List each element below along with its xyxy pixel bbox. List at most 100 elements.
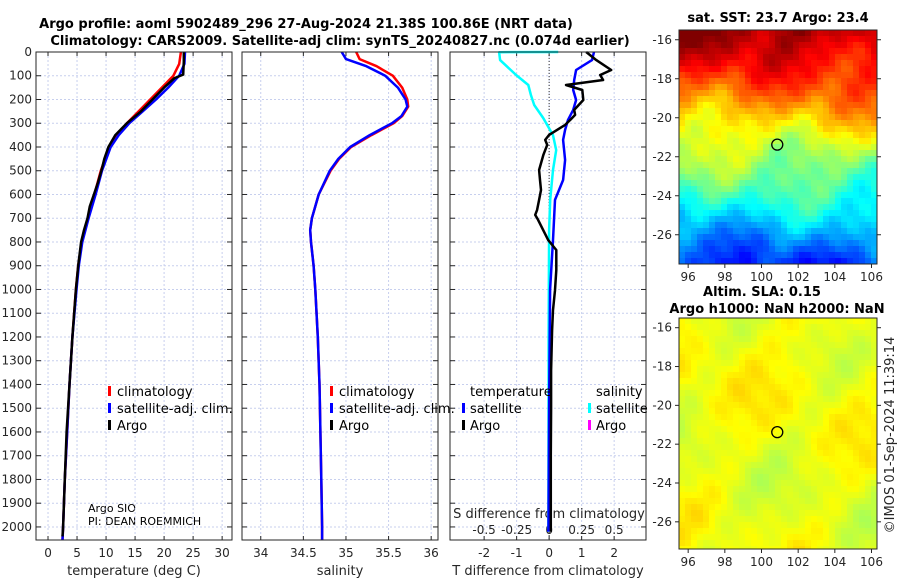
heatmap-cell: [871, 120, 877, 126]
heatmap-cell: [685, 456, 691, 462]
heatmap-cell: [799, 438, 805, 444]
heatmap-cell: [715, 138, 721, 144]
heatmap-cell: [787, 162, 793, 168]
heatmap-cell: [859, 330, 865, 336]
heatmap-cell: [733, 144, 739, 150]
heatmap-cell: [703, 246, 709, 252]
heatmap-cell: [781, 468, 787, 474]
heatmap-cell: [769, 48, 775, 54]
heatmap-cell: [817, 354, 823, 360]
heatmap-cell: [799, 204, 805, 210]
heatmap-cell: [835, 456, 841, 462]
heatmap-cell: [721, 492, 727, 498]
heatmap-cell: [745, 444, 751, 450]
heatmap-cell: [799, 510, 805, 516]
heatmap-cell: [865, 372, 871, 378]
heatmap-cell: [865, 330, 871, 336]
heatmap-cell: [811, 102, 817, 108]
heatmap-cell: [721, 444, 727, 450]
heatmap-cell: [853, 384, 859, 390]
legend-title-temperature: temperature: [470, 385, 552, 400]
heatmap-cell: [859, 258, 865, 264]
heatmap-cell: [763, 360, 769, 366]
heatmap-cell: [721, 408, 727, 414]
heatmap-cell: [787, 504, 793, 510]
heatmap-cell: [847, 174, 853, 180]
heatmap-cell: [769, 414, 775, 420]
heatmap-cell: [691, 420, 697, 426]
heatmap-cell: [817, 258, 823, 264]
heatmap-cell: [853, 468, 859, 474]
heatmap-cell: [847, 384, 853, 390]
heatmap-cell: [679, 180, 685, 186]
heatmap-cell: [715, 534, 721, 540]
heatmap-cell: [841, 528, 847, 534]
heatmap-cell: [859, 222, 865, 228]
heatmap-cell: [727, 84, 733, 90]
heatmap-cell: [709, 498, 715, 504]
heatmap-cell: [805, 348, 811, 354]
heatmap-cell: [829, 228, 835, 234]
heatmap-cell: [799, 48, 805, 54]
heatmap-cell: [769, 186, 775, 192]
heatmap-cell: [775, 198, 781, 204]
heatmap-cell: [775, 498, 781, 504]
heatmap-cell: [691, 234, 697, 240]
heatmap-cell: [835, 258, 841, 264]
heatmap-cell: [781, 528, 787, 534]
heatmap-cell: [853, 534, 859, 540]
heatmap-cell: [757, 36, 763, 42]
heatmap-cell: [865, 138, 871, 144]
heatmap-cell: [823, 132, 829, 138]
heatmap-cell: [697, 318, 703, 324]
lon-tick-label: 104: [823, 270, 846, 284]
heatmap-cell: [805, 204, 811, 210]
heatmap-cell: [811, 408, 817, 414]
heatmap-cell: [697, 468, 703, 474]
heatmap-cell: [793, 336, 799, 342]
heatmap-cell: [871, 474, 877, 480]
series-line-climatology: [61, 51, 183, 541]
heatmap-cell: [793, 54, 799, 60]
heatmap-cell: [685, 348, 691, 354]
heatmap-cell: [727, 432, 733, 438]
legend-label: Argo: [470, 419, 500, 434]
heatmap-cell: [697, 156, 703, 162]
heatmap-cell: [775, 438, 781, 444]
heatmap-cell: [793, 348, 799, 354]
heatmap-cell: [703, 450, 709, 456]
heatmap-cell: [859, 402, 865, 408]
heatmap-cell: [763, 48, 769, 54]
heatmap-cell: [691, 366, 697, 372]
heatmap-cell: [847, 150, 853, 156]
heatmap-cell: [805, 168, 811, 174]
heatmap-cell: [691, 66, 697, 72]
heatmap-cell: [745, 138, 751, 144]
heatmap-cell: [823, 390, 829, 396]
heatmap-cell: [823, 186, 829, 192]
heatmap-cell: [691, 210, 697, 216]
heatmap-cell: [775, 432, 781, 438]
heatmap-cell: [751, 396, 757, 402]
heatmap-cell: [835, 360, 841, 366]
heatmap-cell: [799, 336, 805, 342]
heatmap-cell: [727, 342, 733, 348]
heatmap-cell: [679, 186, 685, 192]
heatmap-cell: [733, 36, 739, 42]
heatmap-cell: [745, 402, 751, 408]
heatmap-cell: [703, 36, 709, 42]
heatmap-cell: [691, 360, 697, 366]
heatmap-cell: [847, 426, 853, 432]
heatmap-cell: [715, 102, 721, 108]
heatmap-cell: [691, 90, 697, 96]
heatmap-cell: [703, 198, 709, 204]
x-axis-label: salinity: [317, 564, 364, 579]
heatmap-cell: [835, 222, 841, 228]
heatmap-cell: [811, 318, 817, 324]
heatmap-cell: [799, 546, 805, 549]
heatmap-cell: [817, 414, 823, 420]
heatmap-cell: [829, 246, 835, 252]
heatmap-cell: [763, 402, 769, 408]
heatmap-cell: [805, 540, 811, 546]
heatmap-cell: [721, 378, 727, 384]
